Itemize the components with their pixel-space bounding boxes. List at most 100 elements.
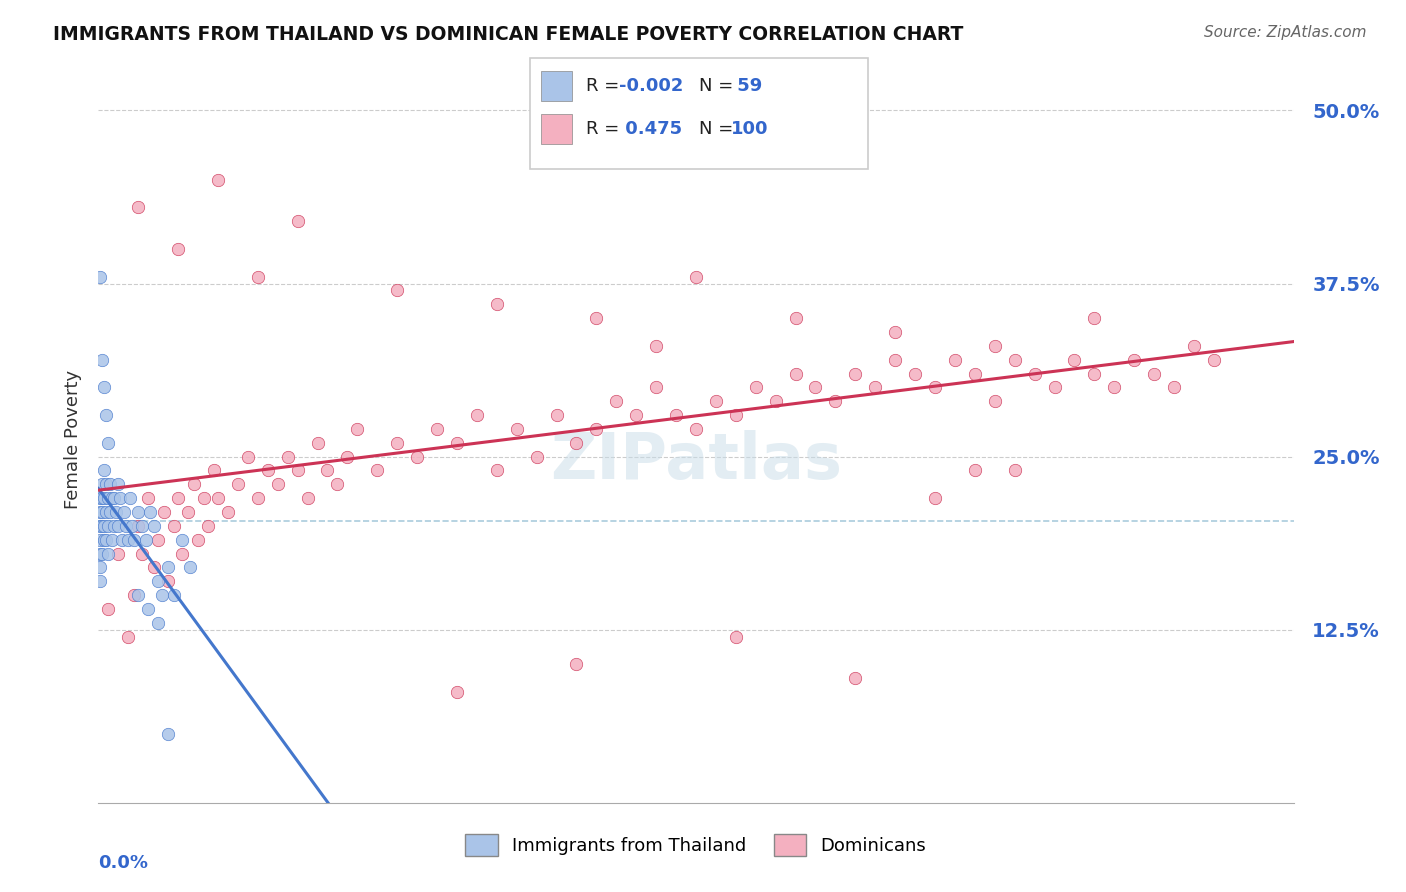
Point	[316, 463, 339, 477]
Point	[148, 533, 170, 547]
Point	[256, 463, 278, 477]
Point	[297, 491, 319, 505]
Point	[183, 477, 205, 491]
Point	[924, 491, 946, 505]
Point	[91, 547, 114, 561]
Point	[724, 630, 747, 644]
Point	[96, 505, 118, 519]
Point	[121, 519, 143, 533]
Point	[136, 602, 159, 616]
Point	[89, 560, 111, 574]
Point	[167, 491, 190, 505]
Point	[157, 574, 180, 589]
Point	[865, 380, 887, 394]
Point	[91, 519, 114, 533]
Point	[197, 519, 219, 533]
Point	[124, 533, 146, 547]
Point	[406, 450, 429, 464]
Point	[1202, 352, 1225, 367]
Point	[110, 491, 132, 505]
Point	[91, 352, 114, 367]
Text: 59: 59	[731, 77, 762, 95]
Point	[115, 519, 138, 533]
Point	[89, 491, 111, 505]
Text: Source: ZipAtlas.com: Source: ZipAtlas.com	[1204, 25, 1367, 40]
Point	[89, 574, 111, 589]
Point	[1182, 339, 1205, 353]
Point	[103, 519, 125, 533]
Point	[107, 519, 129, 533]
Point	[107, 547, 129, 561]
Point	[143, 560, 166, 574]
Point	[131, 547, 153, 561]
Point	[101, 491, 124, 505]
Point	[117, 533, 139, 547]
Point	[96, 408, 118, 422]
Point	[93, 380, 115, 394]
Point	[246, 269, 269, 284]
Point	[127, 505, 149, 519]
Point	[97, 491, 120, 505]
Point	[1104, 380, 1126, 394]
Point	[645, 380, 668, 394]
Point	[93, 491, 115, 505]
Point	[157, 560, 180, 574]
Point	[91, 505, 114, 519]
Point	[785, 103, 807, 118]
Point	[1083, 311, 1105, 326]
Point	[117, 630, 139, 644]
Point	[426, 422, 449, 436]
Point	[124, 588, 146, 602]
Point	[179, 560, 201, 574]
Point	[287, 463, 309, 477]
Point	[89, 269, 111, 284]
Point	[193, 491, 215, 505]
Point	[163, 519, 186, 533]
Point	[963, 367, 986, 381]
Text: 0.475: 0.475	[619, 120, 682, 137]
Point	[1043, 380, 1066, 394]
Point	[685, 269, 707, 284]
Point	[665, 408, 688, 422]
Point	[202, 463, 225, 477]
Text: N =: N =	[699, 77, 738, 95]
Point	[143, 519, 166, 533]
Point	[131, 519, 153, 533]
Point	[172, 547, 194, 561]
Point	[346, 422, 368, 436]
Point	[1004, 463, 1026, 477]
Point	[163, 588, 186, 602]
Point	[136, 491, 159, 505]
Point	[785, 311, 807, 326]
Point	[277, 450, 299, 464]
Point	[246, 491, 269, 505]
Point	[724, 408, 747, 422]
Point	[207, 491, 229, 505]
Point	[135, 533, 157, 547]
Point	[745, 380, 768, 394]
Point	[1143, 367, 1166, 381]
Point	[307, 435, 329, 450]
Point	[1083, 367, 1105, 381]
Point	[111, 533, 134, 547]
Text: N =: N =	[699, 120, 738, 137]
Point	[924, 380, 946, 394]
Point	[485, 463, 508, 477]
Point	[96, 533, 118, 547]
Point	[139, 505, 162, 519]
Point	[167, 242, 190, 256]
Point	[884, 352, 907, 367]
Legend: Immigrants from Thailand, Dominicans: Immigrants from Thailand, Dominicans	[458, 826, 934, 863]
Point	[287, 214, 309, 228]
Point	[446, 435, 468, 450]
Point	[153, 505, 176, 519]
Point	[506, 422, 529, 436]
Point	[127, 519, 149, 533]
Point	[326, 477, 349, 491]
Point	[97, 435, 120, 450]
Point	[97, 519, 120, 533]
Text: ZIPatlas: ZIPatlas	[550, 430, 842, 492]
Point	[605, 394, 627, 409]
Point	[984, 339, 1007, 353]
Point	[1024, 367, 1046, 381]
